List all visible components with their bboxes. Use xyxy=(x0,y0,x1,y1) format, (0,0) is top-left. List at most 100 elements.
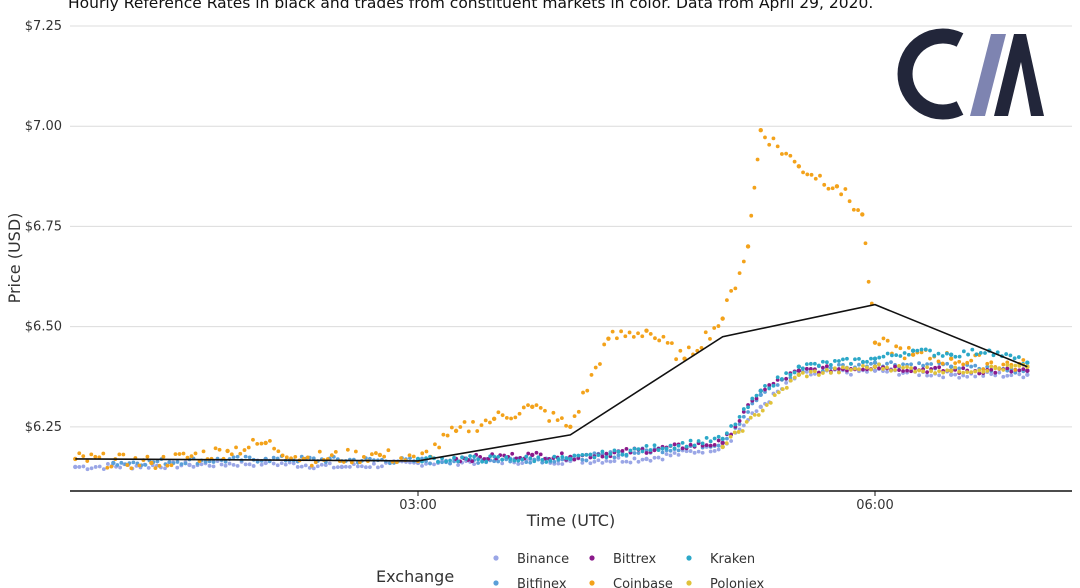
trade-dot xyxy=(784,151,789,156)
trade-dot xyxy=(588,452,593,457)
trade-dot xyxy=(861,359,865,364)
trade-dot xyxy=(448,458,452,463)
data-point xyxy=(263,440,268,446)
trade-dot xyxy=(1005,366,1010,371)
trade-dot xyxy=(89,452,94,457)
trade-dot xyxy=(175,465,180,470)
trade-dot xyxy=(909,366,913,370)
trade-dot xyxy=(961,366,966,371)
trade-dot xyxy=(792,159,797,164)
trade-dot xyxy=(849,372,853,377)
trade-dot xyxy=(752,185,757,190)
trade-dot xyxy=(853,366,857,371)
y-tick-label: $7.00 xyxy=(25,119,62,134)
series-bitfinex xyxy=(111,360,1030,468)
trade-dot xyxy=(906,345,911,350)
trade-dot xyxy=(865,365,869,370)
trade-dot xyxy=(953,372,958,377)
trade-dot xyxy=(436,460,440,464)
trade-dot xyxy=(808,361,813,366)
trade-dot xyxy=(692,450,697,455)
trade-dot xyxy=(688,438,693,443)
data-point xyxy=(720,444,725,450)
trade-dot xyxy=(349,460,354,465)
trade-dot xyxy=(712,449,717,453)
data-point xyxy=(453,428,459,434)
trade-dot xyxy=(432,462,436,467)
trade-dot xyxy=(524,454,529,459)
trade-dot xyxy=(716,447,721,452)
trade-dot xyxy=(847,199,852,204)
trade-dot xyxy=(1013,368,1018,372)
trade-dot xyxy=(688,449,693,453)
trade-dot xyxy=(672,442,677,447)
trade-dot xyxy=(995,350,1000,355)
data-point xyxy=(149,460,154,466)
trade-dot xyxy=(203,460,208,464)
trade-dot xyxy=(547,419,552,423)
trade-dot xyxy=(792,370,797,375)
trade-dot xyxy=(961,349,966,354)
trade-dot xyxy=(600,460,605,465)
data-point xyxy=(796,164,802,169)
trade-dot xyxy=(528,460,533,465)
trade-dot xyxy=(161,454,166,459)
trade-dot xyxy=(812,369,817,374)
trade-dot xyxy=(195,461,200,466)
trade-dot xyxy=(937,365,942,370)
trade-dot xyxy=(833,366,837,371)
trade-dot xyxy=(235,463,240,468)
trade-dot xyxy=(792,375,797,380)
trade-dot xyxy=(708,336,712,341)
trade-dot xyxy=(311,466,316,471)
trade-dot xyxy=(889,368,893,373)
data-point xyxy=(796,368,802,373)
trade-dot xyxy=(771,136,776,141)
trade-dot xyxy=(933,365,938,370)
trade-dot xyxy=(1013,363,1018,368)
trade-dot xyxy=(957,369,962,374)
trade-dot xyxy=(145,454,150,459)
trade-dot xyxy=(614,336,619,341)
trade-dot xyxy=(644,448,649,453)
trade-dot xyxy=(191,464,196,469)
trade-dot xyxy=(684,444,689,449)
trade-dot xyxy=(767,142,772,147)
trade-dot xyxy=(211,460,216,464)
trade-dot xyxy=(255,441,260,446)
trade-dot xyxy=(444,459,448,464)
data-point xyxy=(948,368,954,373)
trade-dot xyxy=(293,454,298,459)
trade-dot xyxy=(317,449,322,454)
trade-dot xyxy=(636,447,641,451)
trade-dot xyxy=(620,452,625,457)
trade-dot xyxy=(839,192,844,197)
trade-dot xyxy=(661,334,666,339)
data-point xyxy=(339,464,345,470)
trade-dot xyxy=(564,423,569,428)
data-point xyxy=(644,328,649,333)
trade-dot xyxy=(913,369,917,374)
trade-dot xyxy=(560,454,565,459)
data-point xyxy=(796,372,802,377)
trade-dot xyxy=(488,454,493,459)
trade-dot xyxy=(763,383,767,388)
trade-dot xyxy=(143,463,148,467)
trade-dot xyxy=(917,373,921,378)
trade-dot xyxy=(560,462,565,466)
trade-dot xyxy=(93,454,98,459)
trade-dot xyxy=(592,451,597,456)
trade-dot xyxy=(335,465,340,470)
trade-dot xyxy=(231,455,236,460)
trade-dot xyxy=(780,377,784,381)
trade-dot xyxy=(433,442,437,447)
data-point xyxy=(872,368,878,373)
trade-dot xyxy=(534,403,539,408)
trade-dot xyxy=(676,448,681,453)
trade-dot xyxy=(483,418,488,423)
trade-dot xyxy=(179,462,184,467)
trade-dot xyxy=(937,373,942,378)
legend-label: Coinbase xyxy=(613,577,673,588)
trade-dot xyxy=(323,463,328,468)
trade-dot xyxy=(189,454,194,458)
